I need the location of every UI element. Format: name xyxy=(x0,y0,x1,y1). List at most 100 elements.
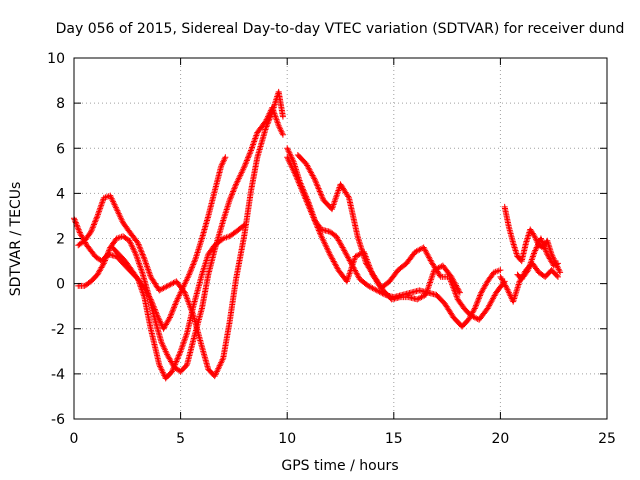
data-point xyxy=(147,296,154,303)
data-point xyxy=(190,261,197,268)
data-point xyxy=(91,220,98,227)
data-point xyxy=(102,256,109,263)
axis-ticks: 0 5 10 15 20 25 -6 -4 -2 0 2 4 6 8 10 xyxy=(47,51,616,447)
data-point xyxy=(72,218,79,225)
data-point xyxy=(187,267,194,274)
data-point xyxy=(313,181,320,188)
data-point xyxy=(232,182,239,189)
data-point xyxy=(309,212,316,219)
data-point xyxy=(182,362,189,369)
data-point xyxy=(279,113,286,120)
data-point xyxy=(166,314,173,321)
data-point xyxy=(171,304,178,311)
data-point xyxy=(316,186,323,193)
data-point xyxy=(300,189,307,196)
y-tick-label: -2 xyxy=(51,322,65,338)
data-point xyxy=(172,300,179,307)
data-point xyxy=(543,248,550,255)
data-point xyxy=(245,154,252,161)
data-point xyxy=(475,295,482,302)
data-point xyxy=(315,227,322,234)
data-point xyxy=(312,178,319,185)
x-tick-label: 25 xyxy=(598,431,616,447)
data-point xyxy=(247,148,254,155)
data-point xyxy=(169,308,176,315)
data-point xyxy=(76,228,83,235)
data-point xyxy=(228,191,235,198)
series-arc-7 xyxy=(294,152,463,303)
data-point xyxy=(497,267,504,274)
data-point xyxy=(245,153,252,160)
data-point xyxy=(319,194,326,201)
data-point xyxy=(279,131,286,138)
data-point xyxy=(542,246,549,253)
data-point xyxy=(187,268,194,275)
data-point xyxy=(474,298,481,305)
data-point xyxy=(188,265,195,272)
data-point xyxy=(539,239,546,246)
data-point xyxy=(472,302,479,309)
data-point xyxy=(230,188,237,195)
data-point xyxy=(305,202,312,209)
y-tick-label: 4 xyxy=(56,186,65,202)
data-point xyxy=(74,223,81,230)
data-point xyxy=(189,262,196,269)
data-point xyxy=(477,292,484,299)
data-point xyxy=(173,358,180,365)
series-arc-4 xyxy=(109,154,229,332)
data-point xyxy=(136,242,143,249)
data-point xyxy=(140,252,147,259)
data-point xyxy=(554,273,561,280)
data-point xyxy=(306,205,313,212)
y-tick-label: 0 xyxy=(56,277,65,293)
data-point xyxy=(89,224,96,231)
x-tick-label: 15 xyxy=(385,431,403,447)
data-point xyxy=(75,226,82,233)
data-point xyxy=(186,271,193,278)
data-point xyxy=(307,208,314,215)
data-point xyxy=(456,288,463,295)
data-point xyxy=(102,257,109,264)
data-point xyxy=(537,235,544,242)
data-point xyxy=(312,218,319,225)
data-point xyxy=(166,315,173,322)
data-point xyxy=(475,296,482,303)
data-point xyxy=(301,194,308,201)
data-point xyxy=(168,311,175,318)
data-point xyxy=(90,222,97,229)
data-point xyxy=(538,236,545,243)
data-point xyxy=(150,303,157,310)
data-point xyxy=(244,156,251,163)
data-point xyxy=(301,192,308,199)
data-point xyxy=(137,247,144,254)
data-point xyxy=(153,310,160,317)
data-point xyxy=(92,218,99,225)
data-point xyxy=(169,307,176,314)
data-point xyxy=(471,306,478,313)
data-point xyxy=(230,187,237,194)
y-tick-label: 8 xyxy=(56,96,65,112)
data-point xyxy=(473,301,480,308)
data-point xyxy=(299,188,306,195)
data-point xyxy=(303,198,310,205)
data-point xyxy=(191,257,198,264)
data-point xyxy=(295,178,302,185)
series-arc-10 xyxy=(514,235,561,283)
data-point xyxy=(312,220,319,227)
data-point xyxy=(173,357,180,364)
data-point xyxy=(89,225,96,232)
data-point xyxy=(540,241,547,248)
data-point xyxy=(476,293,483,300)
data-point xyxy=(146,295,153,302)
data-point xyxy=(306,204,313,211)
data-point xyxy=(304,199,311,206)
data-point xyxy=(474,299,481,306)
data-point xyxy=(317,189,324,196)
data-point xyxy=(557,269,564,276)
data-point xyxy=(71,216,78,223)
data-point xyxy=(137,245,144,252)
data-point xyxy=(310,214,317,221)
y-tick-label: 10 xyxy=(47,51,65,67)
data-point xyxy=(554,260,561,267)
